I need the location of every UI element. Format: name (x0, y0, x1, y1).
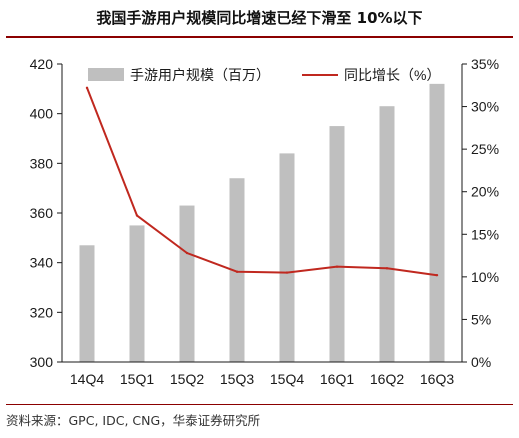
bar-15Q3 (229, 178, 245, 362)
x-tick-label: 16Q2 (370, 371, 404, 387)
x-tick-label: 14Q4 (70, 371, 104, 387)
x-tick-label: 15Q2 (170, 371, 204, 387)
left-tick-label: 300 (30, 354, 54, 370)
growth-line (86, 87, 438, 277)
right-tick-label: 20% (471, 184, 499, 200)
bar-series (79, 83, 445, 362)
x-tick-label: 15Q4 (270, 371, 304, 387)
left-tick-label: 380 (30, 155, 54, 171)
source-divider (6, 404, 513, 405)
line-series (85, 86, 439, 277)
legend-bar-swatch (88, 68, 124, 81)
bar-16Q3 (429, 83, 445, 362)
legend-line-label: 同比增长（%） (344, 67, 440, 83)
chart-title: 我国手游用户规模同比增速已经下滑至 10%以下 (96, 9, 423, 27)
growth-point-16Q2 (385, 267, 389, 270)
x-axis-labels: 14Q4 15Q1 15Q2 15Q3 15Q4 16Q1 16Q2 16Q3 (70, 371, 454, 387)
left-tick-label: 320 (30, 304, 54, 320)
right-axis-ticks: 0% 5% 10% 15% 20% 25% 30% 35% (462, 56, 499, 370)
right-tick-label: 30% (471, 99, 499, 115)
x-tick-label: 15Q3 (220, 371, 254, 387)
x-tick-label: 16Q3 (420, 371, 454, 387)
title-divider (6, 36, 513, 38)
growth-point-15Q4 (285, 271, 289, 274)
growth-point-15Q2 (185, 251, 189, 255)
combo-chart: 300 320 340 360 380 400 420 0% 5% 10% 15% 20% 25% 30… (30, 56, 499, 387)
bar-16Q2 (379, 106, 395, 362)
growth-point-15Q1 (135, 214, 139, 217)
right-tick-label: 25% (471, 141, 499, 157)
growth-point-16Q1 (335, 265, 339, 268)
x-tick-label: 16Q1 (320, 371, 354, 387)
growth-point-14Q4 (85, 86, 89, 90)
left-tick-label: 340 (30, 255, 54, 271)
source-note: 资料来源：GPC, IDC, CNG，华泰证券研究所 (6, 413, 261, 428)
chart-legend: 手游用户规模（百万） 同比增长（%） (88, 67, 440, 83)
chart-axes (61, 64, 463, 363)
bar-15Q2 (179, 205, 195, 362)
right-tick-label: 35% (471, 56, 499, 72)
right-tick-label: 5% (471, 311, 491, 327)
right-tick-label: 0% (471, 354, 491, 370)
bar-15Q4 (279, 153, 295, 362)
left-tick-label: 400 (30, 106, 54, 122)
growth-point-16Q3 (435, 273, 439, 277)
bar-14Q4 (79, 245, 95, 362)
bar-15Q1 (129, 225, 145, 362)
right-tick-label: 15% (471, 226, 499, 242)
left-axis-ticks: 300 320 340 360 380 400 420 (30, 56, 62, 370)
legend-bar-label: 手游用户规模（百万） (130, 67, 270, 83)
right-tick-label: 10% (471, 269, 499, 285)
bar-16Q1 (329, 126, 345, 362)
left-tick-label: 420 (30, 56, 54, 72)
growth-point-15Q3 (235, 270, 239, 273)
left-tick-label: 360 (30, 205, 54, 221)
x-tick-label: 15Q1 (120, 371, 154, 387)
